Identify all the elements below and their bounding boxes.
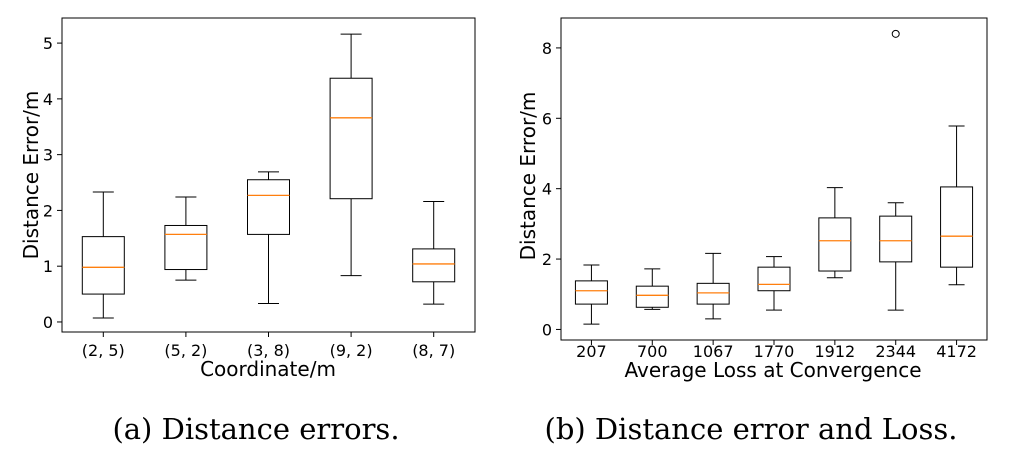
panel-a-caption: (a) Distance errors. xyxy=(112,412,399,446)
panel-a-x-tick-label: (8, 7) xyxy=(412,341,455,360)
panel-a-x-axis-label: Coordinate/m xyxy=(200,357,336,381)
panel-a-x-ticks: (2, 5) (5, 2) (3, 8) (9, 2) (8, 7) xyxy=(82,332,455,360)
panel-b-box xyxy=(696,282,730,305)
panel-a-box xyxy=(412,248,456,283)
panel-a-y-tick-label: 1 xyxy=(43,257,53,276)
panel-b-box xyxy=(635,285,669,308)
panel-b-x-tick-label: 2344 xyxy=(875,342,916,361)
panel-b-caption: (b) Distance error and Loss. xyxy=(545,412,958,446)
panel-b-y-tick-label: 4 xyxy=(542,180,552,199)
panel-a-boxes xyxy=(81,33,456,319)
panel-b-box xyxy=(818,217,852,272)
panel-b-y-tick-label: 8 xyxy=(542,39,552,58)
panel-b-x-tick-label: 700 xyxy=(637,342,668,361)
panel-a-y-tick-label: 4 xyxy=(43,90,53,109)
panel-a-x-tick-label: (9, 2) xyxy=(330,341,373,360)
panel-b-y-tick-label: 6 xyxy=(542,109,552,128)
panel-b-boxes xyxy=(574,29,974,325)
panel-b-y-tick-label: 2 xyxy=(542,250,552,269)
panel-a-box xyxy=(247,179,290,235)
panel-a-box xyxy=(164,224,208,271)
panel-a-x-tick-label: (2, 5) xyxy=(82,341,125,360)
panel-b-outlier-point xyxy=(891,29,900,38)
panel-a-y-axis-label: Distance Error/m xyxy=(19,91,43,260)
panel-a-y-tick-label: 5 xyxy=(43,34,53,53)
panel-b: 0 2 4 6 8 207 700 1067 1770 1912 2344 4172 Average… xyxy=(516,17,988,446)
panel-b-y-tick-label: 0 xyxy=(542,320,552,339)
panel-a-x-tick-label: (3, 8) xyxy=(247,341,290,360)
panel-a-y-tick-label: 2 xyxy=(43,201,53,220)
panel-b-box xyxy=(757,266,791,292)
panel-b-x-ticks: 207 700 1067 1770 1912 2344 4172 xyxy=(576,340,977,361)
panel-b-x-axis-label: Average Loss at Convergence xyxy=(624,358,921,382)
panel-a-x-tick-label: (5, 2) xyxy=(164,341,207,360)
panel-b-x-tick-label: 207 xyxy=(576,342,607,361)
panel-a-box xyxy=(81,236,125,295)
panel-b-box xyxy=(940,186,974,268)
panel-a-y-tick-label: 0 xyxy=(43,313,53,332)
panel-b-y-ticks: 0 2 4 6 8 xyxy=(542,39,561,339)
panel-b-x-tick-label: 1912 xyxy=(814,342,855,361)
panel-a-box xyxy=(329,77,373,200)
panel-b-x-tick-label: 1067 xyxy=(693,342,734,361)
panel-b-x-tick-label: 1770 xyxy=(754,342,795,361)
panel-b-y-axis-label: Distance Error/m xyxy=(516,92,540,261)
panel-a-y-ticks: 0 1 2 3 4 5 xyxy=(43,34,62,332)
panel-a: 0 1 2 3 4 5 (2, 5) (5, 2) (3, 8) (9, 2) (8, 7) Co… xyxy=(19,17,476,446)
panel-b-box xyxy=(574,280,608,305)
panel-a-y-tick-label: 3 xyxy=(43,146,53,165)
panel-b-box xyxy=(879,215,913,263)
panel-b-x-tick-label: 4172 xyxy=(936,342,977,361)
